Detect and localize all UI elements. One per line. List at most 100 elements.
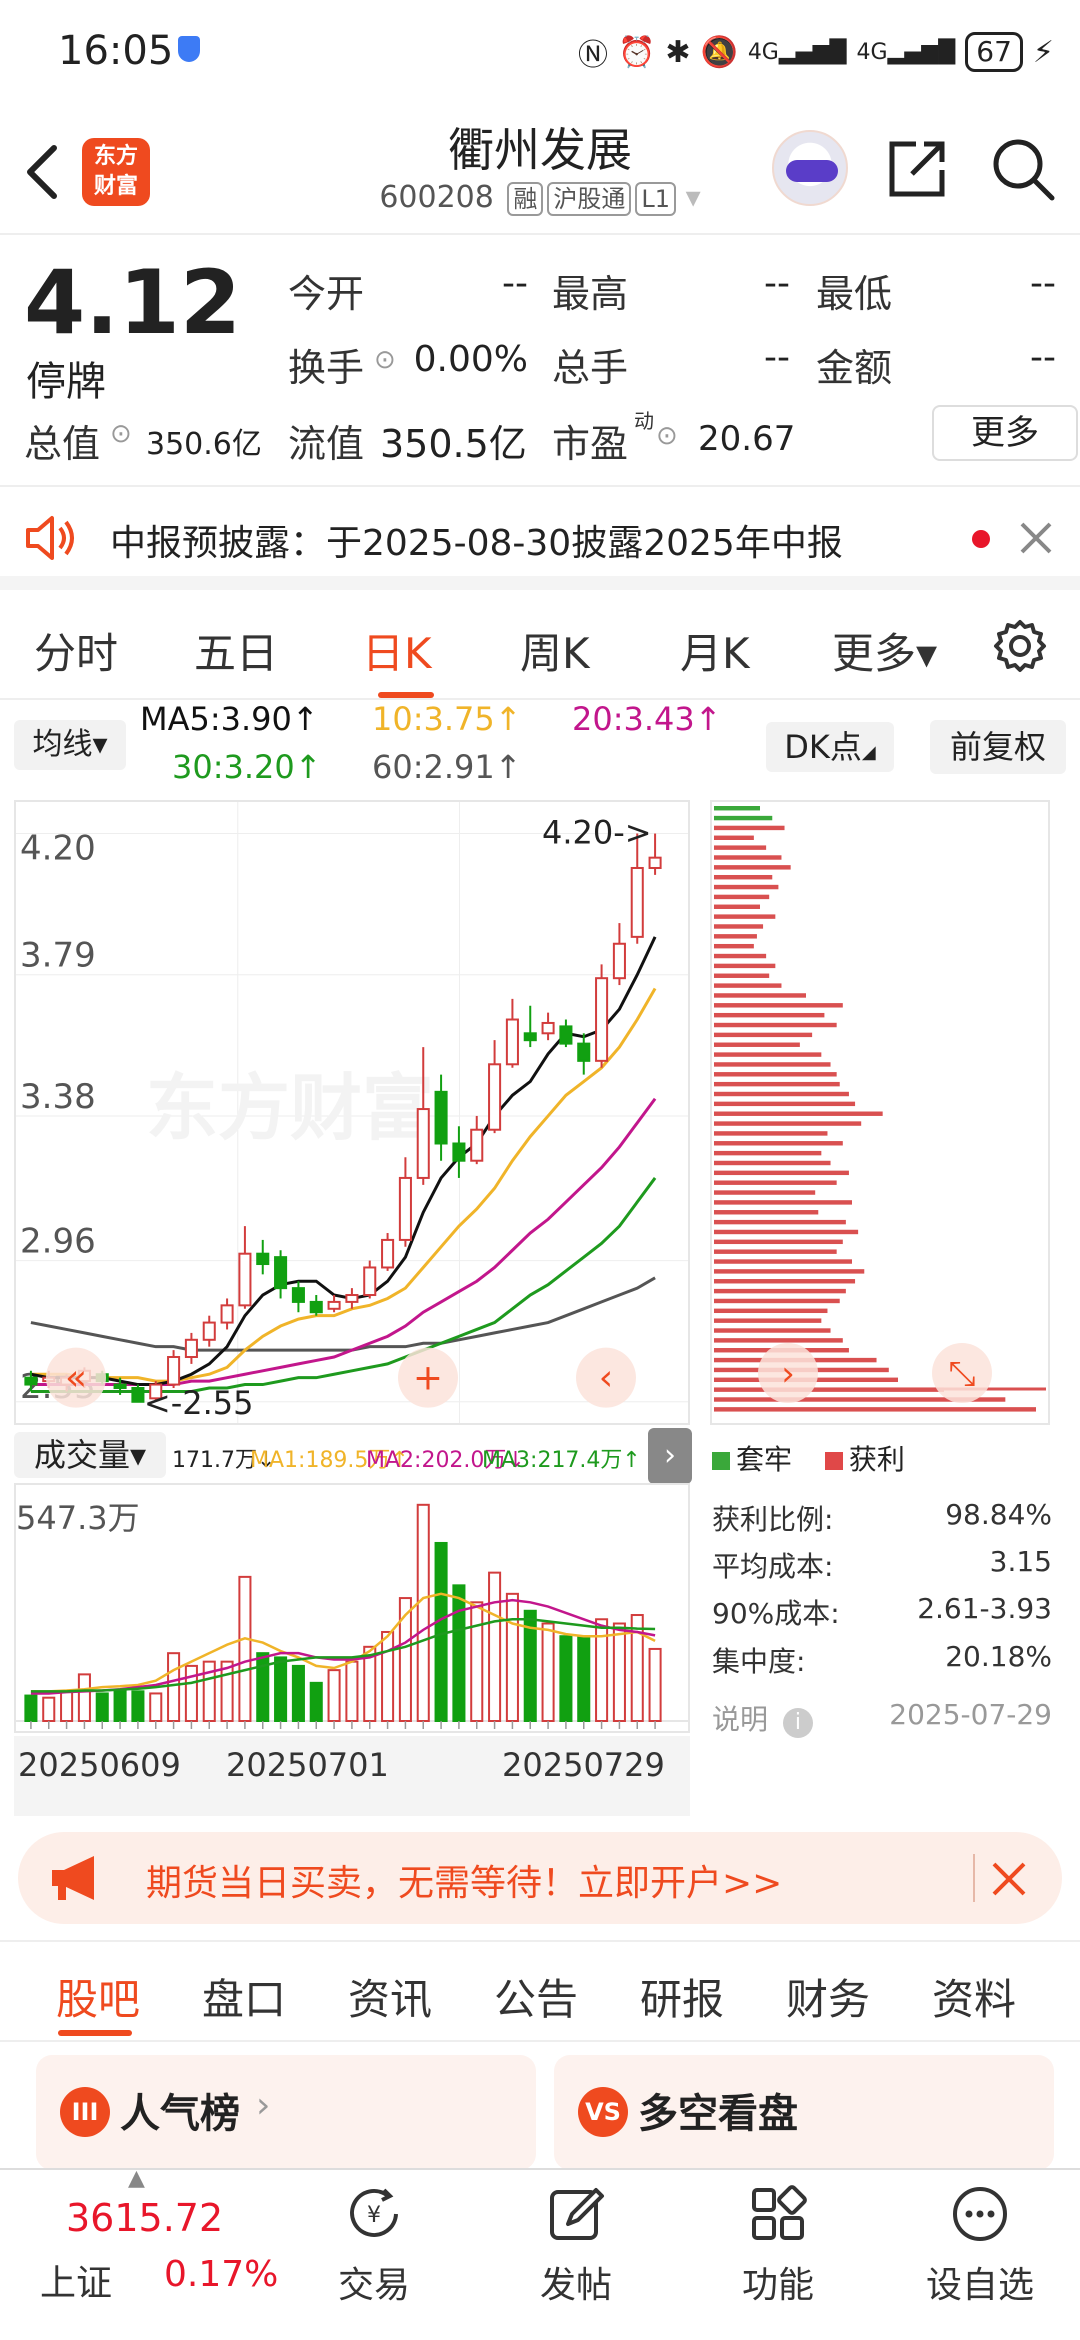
tab-intraday[interactable]: 分时 bbox=[34, 629, 119, 678]
bull-bear-card[interactable]: VS 多空看盘 bbox=[554, 2055, 1054, 2170]
profile-bar bbox=[714, 855, 782, 860]
notice-banner[interactable]: 中报预披露：于2025-08-30披露2025年中报 bbox=[0, 490, 1080, 590]
tab-profile[interactable]: 资料 bbox=[932, 1975, 1017, 2024]
tab-financials[interactable]: 财务 bbox=[786, 1975, 871, 2024]
expand-indicators-button[interactable]: › bbox=[648, 1428, 692, 1484]
volume-bar bbox=[113, 1690, 127, 1722]
profile-bar bbox=[714, 1249, 837, 1254]
stock-code-line[interactable]: 600208 融沪股通 L1 ▾ bbox=[0, 180, 1080, 216]
app-logo[interactable]: 东方 财富 bbox=[82, 138, 150, 206]
close-icon[interactable] bbox=[990, 1860, 1028, 1898]
tag-shanghai-connect: 沪股通 bbox=[547, 182, 632, 216]
index-name[interactable]: 上证 bbox=[40, 2263, 113, 2304]
search-icon[interactable] bbox=[990, 136, 1056, 202]
apps-grid-icon[interactable] bbox=[748, 2184, 808, 2244]
ma60-line bbox=[30, 1276, 656, 1352]
profile-bar bbox=[714, 874, 773, 880]
tab-research[interactable]: 研报 bbox=[640, 1975, 725, 2024]
volume-bar bbox=[42, 1696, 56, 1722]
profile-bar bbox=[714, 1141, 843, 1146]
index-change[interactable]: 0.17% bbox=[164, 2254, 279, 2295]
edit-post-icon[interactable] bbox=[546, 2184, 606, 2244]
gear-icon[interactable] bbox=[992, 618, 1048, 674]
candle-body bbox=[327, 1300, 341, 1310]
adjust-price-button[interactable]: 前复权 bbox=[930, 720, 1066, 774]
nav-add-watchlist[interactable]: 设自选 bbox=[925, 2265, 1034, 2306]
profile-bar bbox=[714, 1052, 822, 1057]
fullscreen-icon-bg bbox=[932, 1343, 992, 1403]
profile-bar bbox=[714, 1397, 1006, 1402]
volume-svg bbox=[16, 1503, 688, 1729]
divider bbox=[973, 1854, 975, 1902]
candle-body bbox=[363, 1266, 377, 1297]
volume-bar bbox=[149, 1692, 163, 1722]
candle-body bbox=[256, 1252, 270, 1266]
profile-bar bbox=[714, 1318, 822, 1323]
active-tab-indicator bbox=[58, 2030, 132, 2036]
label-float-cap: 流值 bbox=[288, 422, 365, 466]
nav-trade[interactable]: 交易 bbox=[337, 2265, 410, 2306]
share-icon[interactable] bbox=[886, 138, 948, 200]
volume-bar bbox=[256, 1652, 270, 1722]
dk-point-button[interactable]: DK点◢ bbox=[766, 722, 894, 772]
candle-body bbox=[452, 1142, 466, 1162]
fullscreen-icon: ⤡ bbox=[948, 1354, 975, 1394]
y-tick-label: 3.79 bbox=[20, 936, 96, 976]
value-amount: -- bbox=[1030, 337, 1056, 378]
candle-body bbox=[24, 1376, 38, 1386]
tab-more[interactable]: 更多▾ bbox=[832, 629, 938, 678]
ma-selector[interactable]: 均线▾ bbox=[14, 720, 126, 770]
explain-link[interactable]: 说明 bbox=[712, 1703, 769, 1736]
profile-bar bbox=[714, 884, 779, 890]
profile-bar bbox=[714, 1190, 816, 1195]
profile-bar bbox=[714, 1111, 883, 1116]
profile-bar bbox=[714, 894, 770, 900]
legend-profit-swatch bbox=[824, 1452, 843, 1470]
volume-bar bbox=[345, 1660, 359, 1722]
trade-icon[interactable]: ¥ bbox=[344, 2184, 404, 2244]
more-dots-icon[interactable] bbox=[950, 2184, 1010, 2244]
ma20-value: 20:3.43↑ bbox=[572, 700, 722, 738]
close-icon[interactable] bbox=[1018, 520, 1054, 556]
tab-weekly-k[interactable]: 周K bbox=[520, 629, 590, 678]
candle-body bbox=[131, 1387, 145, 1403]
date-tick: 20250729 bbox=[502, 1746, 665, 1784]
profile-bar bbox=[714, 815, 773, 821]
nav-functions[interactable]: 功能 bbox=[741, 2265, 814, 2306]
tab-order-book[interactable]: 盘口 bbox=[202, 1975, 287, 2024]
tab-announcements[interactable]: 公告 bbox=[494, 1975, 579, 2024]
tab-forum[interactable]: 股吧 bbox=[56, 1975, 141, 2024]
index-value[interactable]: 3615.72 bbox=[66, 2196, 224, 2240]
info-icon[interactable]: i bbox=[782, 1708, 813, 1738]
add-indicator-icon-bg bbox=[398, 1347, 458, 1408]
nav-post[interactable]: 发帖 bbox=[539, 2265, 612, 2306]
dropdown-icon[interactable]: ▾ bbox=[685, 180, 701, 215]
volume-selector[interactable]: 成交量▾ bbox=[14, 1432, 166, 1478]
candle-body bbox=[595, 977, 609, 1062]
status-time: 16:05 bbox=[58, 28, 174, 74]
candle-body bbox=[309, 1300, 323, 1314]
profile-bar bbox=[714, 1180, 837, 1185]
profile-svg: › ⤡ bbox=[714, 806, 1046, 1412]
tab-five-day[interactable]: 五日 bbox=[194, 629, 279, 678]
info-icon[interactable]: ⊙ bbox=[110, 419, 132, 449]
popularity-card[interactable]: III 人气榜 › bbox=[36, 2055, 536, 2170]
volume-chart[interactable]: 547.3万 bbox=[14, 1483, 690, 1733]
futures-ad-banner[interactable]: 期货当日买卖，无需等待！立即开户>> bbox=[18, 1832, 1062, 1924]
back-icon[interactable] bbox=[22, 142, 62, 202]
info-icon[interactable]: ⊙ bbox=[656, 421, 678, 451]
candle-body bbox=[416, 1108, 430, 1179]
more-button[interactable]: 更多 bbox=[932, 405, 1078, 461]
tab-daily-k[interactable]: 日K bbox=[362, 629, 432, 678]
candle-body bbox=[559, 1025, 573, 1045]
tab-monthly-k[interactable]: 月K bbox=[680, 629, 750, 678]
info-icon[interactable]: ⊙ bbox=[374, 345, 396, 375]
megaphone-icon bbox=[52, 1856, 94, 1900]
tab-news[interactable]: 资讯 bbox=[348, 1975, 433, 2024]
robot-assistant-icon[interactable] bbox=[772, 130, 848, 206]
status-icons: Ⓝ ⏰ ✱ 🔕 4G▂▄▆█ 4G▂▄▆█ 67 ⚡ bbox=[578, 30, 1054, 74]
profile-bar bbox=[714, 1150, 822, 1156]
profile-bar bbox=[714, 1279, 856, 1284]
volume-bar bbox=[648, 1647, 662, 1722]
candlestick-chart[interactable]: 4.203.793.382.962.55东方财富4.20-><-2.55«+‹ bbox=[14, 800, 690, 1425]
